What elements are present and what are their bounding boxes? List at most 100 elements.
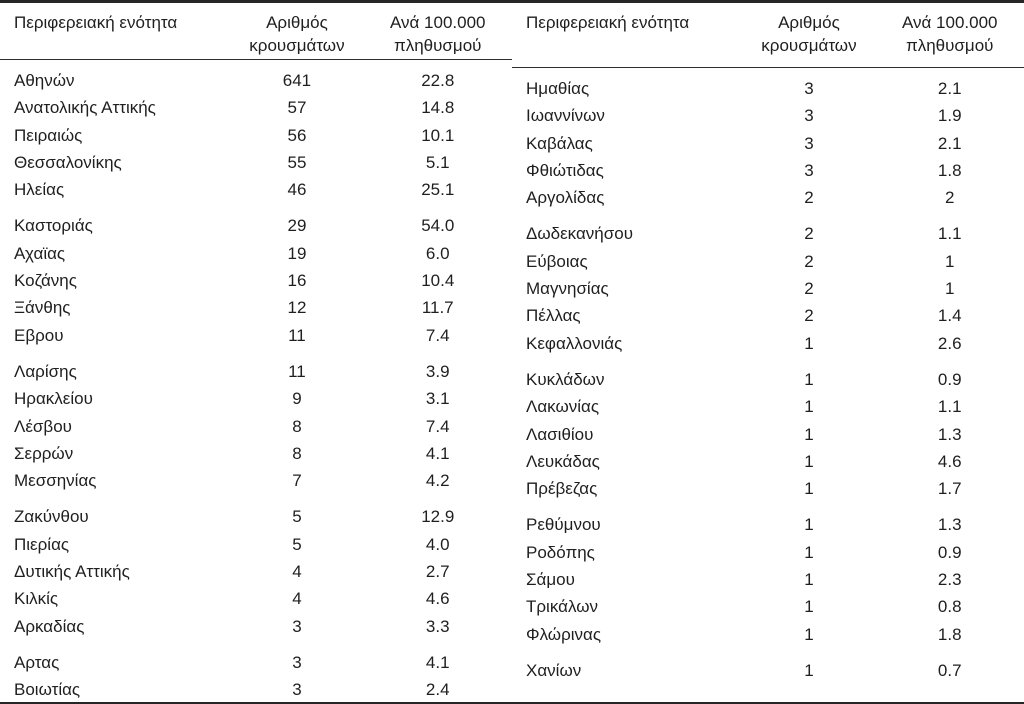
rate-cell: 3.3 (425, 616, 450, 636)
cases-cell: 1 (804, 515, 814, 535)
cases-cell: 7 (292, 471, 302, 491)
column-header-rate: Ανά 100.000 πληθυσμού (389, 13, 486, 55)
table-row: Δωδεκανήσου 2 1.1 (512, 220, 1024, 247)
table-row: Δυτικής Αττικής 4 2.7 (0, 558, 512, 585)
cases-cell: 8 (292, 443, 302, 463)
cases-cell: 1 (804, 570, 814, 590)
region-cell: Πειραιώς (14, 125, 83, 145)
row-group: Αθηνών 641 22.8 Ανατολικής Αττικής 57 14.8 Πει… (0, 67, 512, 203)
region-cell: Ζακύνθου (14, 507, 89, 527)
table-row: Αθηνών 641 22.8 (0, 67, 512, 94)
column-header-cases: Αριθμός κρουσμάτων (761, 13, 857, 55)
table-row: Αργολίδας 2 2 (512, 184, 1024, 211)
table-row: Τρικάλων 1 0.8 (512, 593, 1024, 620)
cases-cell: 8 (292, 416, 302, 436)
region-cell: Αρτας (14, 652, 60, 672)
region-cell: Ανατολικής Αττικής (14, 98, 156, 118)
rate-cell: 4.6 (937, 451, 962, 471)
region-cell: Βοιωτίας (14, 680, 81, 700)
region-cell: Λευκάδας (526, 451, 600, 471)
table-row: Πρέβεζας 1 1.7 (512, 475, 1024, 502)
table-row: Κιλκίς 4 4.6 (0, 585, 512, 612)
rate-cell: 2.7 (425, 562, 450, 582)
cases-cell: 55 (287, 152, 307, 172)
cases-cell: 29 (287, 216, 307, 236)
region-cell: Εβρου (14, 325, 64, 345)
rate-cell: 54.0 (421, 216, 455, 236)
cases-cell: 1 (804, 542, 814, 562)
table-row: Βοιωτίας 3 2.4 (0, 676, 512, 702)
row-group: Κυκλάδων 1 0.9 Λακωνίας 1 1.1 Λασιθίου 1 1.3 Λευκ… (512, 366, 1024, 502)
table-row: Κεφαλλονιάς 1 2.6 (512, 330, 1024, 357)
region-cell: Θεσσαλονίκης (14, 152, 122, 172)
rate-cell: 5.1 (425, 152, 450, 172)
right-table-body: Ημαθίας 3 2.1 Ιωαννίνων 3 1.9 Καβάλας 3 2.1 Φθιώτ… (512, 68, 1024, 684)
cases-cell: 3 (804, 133, 814, 153)
region-cell: Πέλλας (526, 306, 581, 326)
row-group: Ημαθίας 3 2.1 Ιωαννίνων 3 1.9 Καβάλας 3 2.1 Φθιώτ… (512, 75, 1024, 211)
rate-cell: 22.8 (421, 71, 455, 90)
region-cell: Ροδόπης (526, 542, 595, 562)
cases-cell: 12 (287, 298, 307, 318)
column-header-region: Περιφερειακή ενότητα (14, 13, 178, 32)
region-cell: Μαγνησίας (526, 279, 609, 299)
cases-cell: 3 (292, 616, 302, 636)
cases-cell: 3 (804, 106, 814, 126)
region-cell: Μεσσηνίας (14, 471, 97, 491)
rate-cell: 1 (945, 251, 955, 271)
left-table-half: Περιφερειακή ενότητα Αριθμός κρουσμάτων … (0, 3, 512, 702)
rate-cell: 3.9 (425, 361, 450, 381)
region-cell: Λέσβου (14, 416, 72, 436)
region-cell: Αργολίδας (526, 188, 605, 208)
cases-cell: 3 (292, 652, 302, 672)
cases-cell: 2 (804, 279, 814, 299)
region-cell: Αθηνών (14, 71, 75, 90)
row-group: Ρεθύμνου 1 1.3 Ροδόπης 1 0.9 Σάμου 1 2.3 Τρικάλων… (512, 511, 1024, 647)
cases-cell: 5 (292, 507, 302, 527)
rate-cell: 1.1 (937, 224, 962, 244)
rate-cell: 10.4 (421, 271, 455, 291)
cases-cell: 1 (804, 597, 814, 617)
region-cell: Κυκλάδων (526, 369, 605, 389)
rate-cell: 1.8 (937, 624, 962, 644)
table-row: Καβάλας 3 2.1 (512, 130, 1024, 157)
cases-cell: 46 (287, 180, 307, 200)
table-row: Μεσσηνίας 7 4.2 (0, 467, 512, 494)
table-row: Εύβοιας 2 1 (512, 248, 1024, 275)
cases-cell: 19 (287, 243, 307, 263)
cases-cell: 3 (804, 79, 814, 98)
row-group: Χανίων 1 0.7 (512, 657, 1024, 684)
region-cell: Δωδεκανήσου (526, 224, 633, 244)
table-row: Ζακύνθου 5 12.9 (0, 503, 512, 530)
table-row: Φλώρινας 1 1.8 (512, 621, 1024, 648)
cases-cell: 9 (292, 389, 302, 409)
table-row: Λευκάδας 1 4.6 (512, 448, 1024, 475)
rate-cell: 1.3 (937, 515, 962, 535)
rate-cell: 1.1 (937, 397, 962, 417)
region-cell: Λαρίσης (14, 361, 77, 381)
rate-cell: 2 (945, 188, 955, 208)
table-row: Σερρών 8 4.1 (0, 440, 512, 467)
cases-cell: 2 (804, 224, 814, 244)
cases-cell: 56 (287, 125, 307, 145)
region-cell: Αρκαδίας (14, 616, 85, 636)
table-row: Ρεθύμνου 1 1.3 (512, 511, 1024, 538)
table-row: Κοζάνης 16 10.4 (0, 267, 512, 294)
region-cell: Ξάνθης (14, 298, 71, 318)
table-row: Λαρίσης 11 3.9 (0, 358, 512, 385)
region-cell: Καβάλας (526, 133, 593, 153)
region-cell: Ηλείας (14, 180, 65, 200)
region-cell: Καστοριάς (14, 216, 93, 236)
region-cell: Σάμου (526, 570, 575, 590)
rate-cell: 1.7 (937, 479, 962, 499)
rate-cell: 1.9 (937, 106, 962, 126)
row-group: Δωδεκανήσου 2 1.1 Εύβοιας 2 1 Μαγνησίας 2 1 Πέλλα… (512, 220, 1024, 356)
table-row: Ανατολικής Αττικής 57 14.8 (0, 94, 512, 121)
rate-cell: 12.9 (421, 507, 455, 527)
region-cell: Ρεθύμνου (526, 515, 601, 535)
table-row: Φθιώτιδας 3 1.8 (512, 157, 1024, 184)
rate-cell: 10.1 (421, 125, 455, 145)
rate-cell: 4.0 (425, 534, 450, 554)
table-row: Μαγνησίας 2 1 (512, 275, 1024, 302)
